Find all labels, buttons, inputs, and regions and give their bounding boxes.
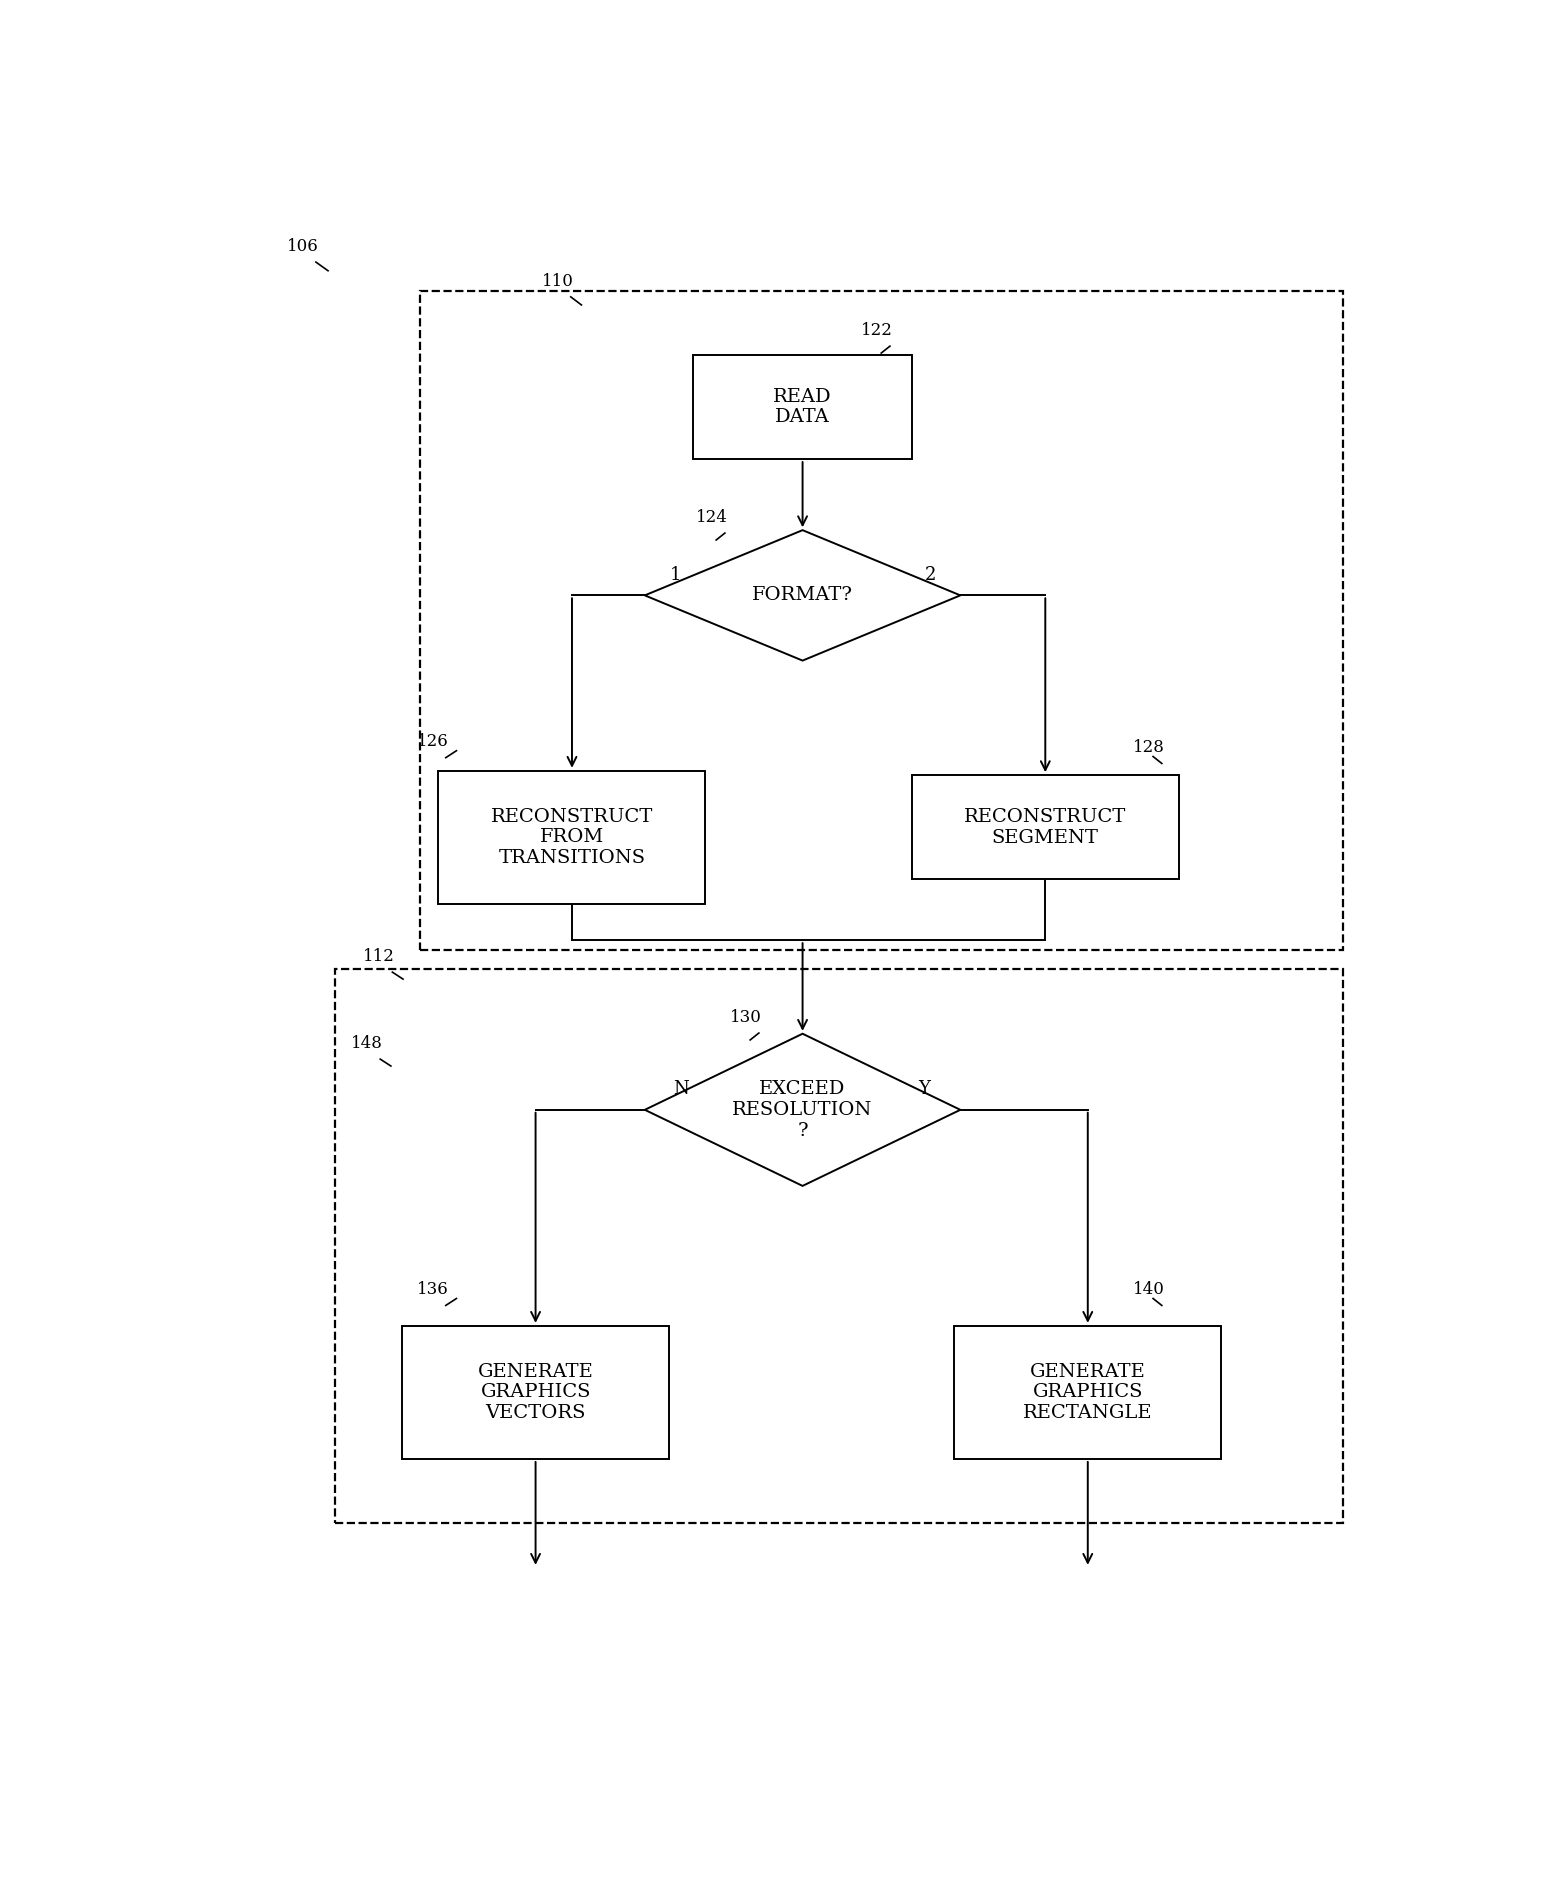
Text: 110: 110 <box>542 273 573 290</box>
Text: RECONSTRUCT
FROM
TRANSITIONS: RECONSTRUCT FROM TRANSITIONS <box>490 807 653 868</box>
Text: 140: 140 <box>1132 1282 1165 1299</box>
Text: 106: 106 <box>287 237 318 254</box>
Text: GENERATE
GRAPHICS
VECTORS: GENERATE GRAPHICS VECTORS <box>478 1363 594 1423</box>
FancyBboxPatch shape <box>954 1325 1221 1459</box>
Text: 126: 126 <box>417 734 448 751</box>
Polygon shape <box>645 531 960 661</box>
Text: 1: 1 <box>669 566 681 583</box>
FancyBboxPatch shape <box>438 772 706 903</box>
Text: FORMAT?: FORMAT? <box>752 587 853 604</box>
Text: RECONSTRUCT
SEGMENT: RECONSTRUCT SEGMENT <box>965 807 1126 847</box>
Polygon shape <box>645 1033 960 1186</box>
Text: EXCEED
RESOLUTION
?: EXCEED RESOLUTION ? <box>733 1080 872 1140</box>
Text: Y: Y <box>918 1080 930 1099</box>
Text: 128: 128 <box>1132 740 1165 757</box>
Text: 130: 130 <box>730 1009 761 1026</box>
Text: READ
DATA: READ DATA <box>774 388 832 427</box>
Text: 136: 136 <box>417 1282 448 1299</box>
FancyBboxPatch shape <box>911 775 1179 879</box>
Text: 148: 148 <box>351 1035 384 1052</box>
Text: 122: 122 <box>861 322 893 339</box>
FancyBboxPatch shape <box>402 1325 669 1459</box>
Text: 112: 112 <box>363 949 395 965</box>
Text: N: N <box>673 1080 689 1099</box>
FancyBboxPatch shape <box>694 356 911 459</box>
Text: 124: 124 <box>695 508 728 525</box>
Text: GENERATE
GRAPHICS
RECTANGLE: GENERATE GRAPHICS RECTANGLE <box>1023 1363 1153 1423</box>
Text: 2: 2 <box>924 566 936 583</box>
